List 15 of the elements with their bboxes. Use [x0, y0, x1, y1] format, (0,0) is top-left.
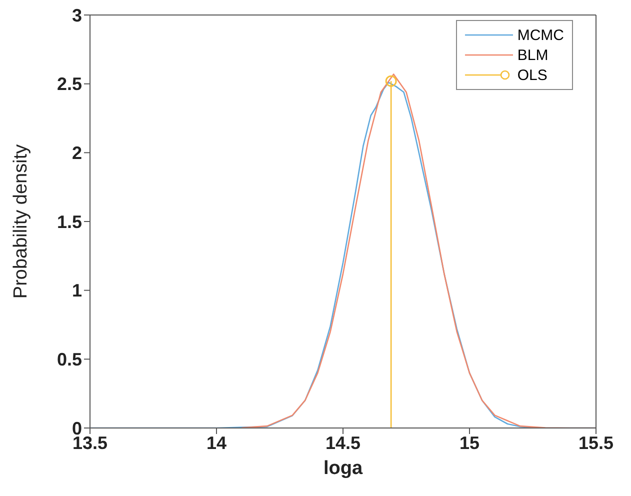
x-tick-label: 14.5 [325, 432, 361, 453]
y-tick-label: 2.5 [56, 74, 82, 94]
y-tick-label: 2 [72, 143, 82, 164]
y-tick-label: 0.5 [56, 350, 82, 370]
y-tick-label: 1.5 [56, 212, 82, 232]
y-tick-label: 1 [72, 280, 82, 301]
y-axis-title: Probability density [10, 144, 32, 299]
legend-label: OLS [517, 66, 548, 84]
x-axis-title: loga [323, 458, 363, 479]
y-tick-label: 3 [72, 5, 82, 26]
x-tick-label: 15.5 [578, 432, 614, 453]
x-tick-label: 15 [459, 432, 480, 453]
legend-label: MCMC [517, 26, 564, 44]
legend-label: BLM [517, 46, 548, 64]
x-tick-label: 14 [206, 432, 227, 453]
